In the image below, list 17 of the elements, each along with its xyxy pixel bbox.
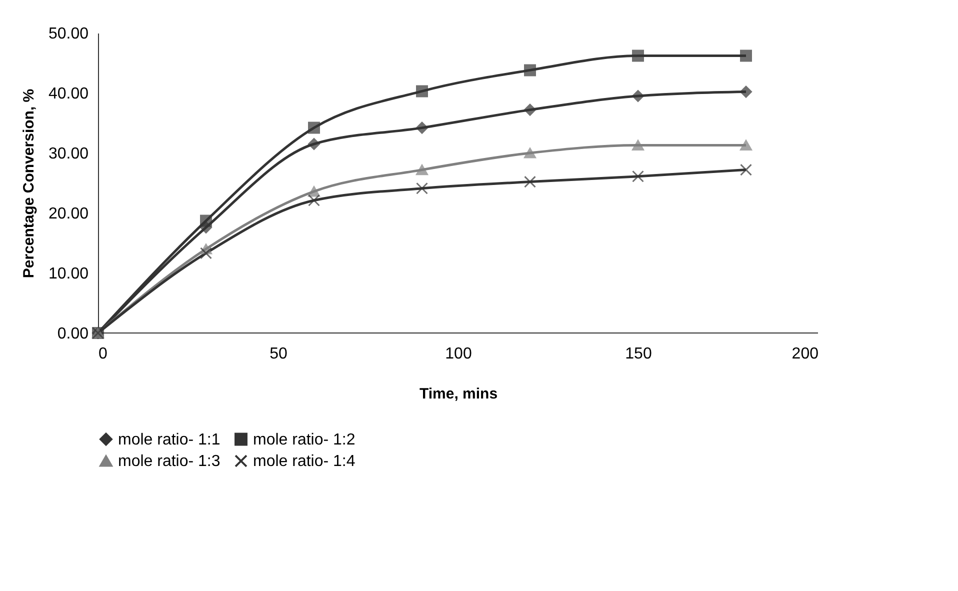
x-tick-label: 200: [792, 346, 819, 362]
x-tick-label: 150: [625, 346, 652, 362]
legend-label: mole ratio- 1:2: [253, 431, 356, 448]
y-axis-title: Percentage Conversion, %: [20, 88, 38, 278]
y-tick-label: 40.00: [48, 86, 89, 102]
y-tick-label: 0.00: [57, 326, 89, 342]
x-tick-label: 0: [98, 346, 108, 362]
y-tick-label: 10.00: [48, 266, 89, 282]
x-tick-label: 100: [445, 346, 472, 362]
legend-label: mole ratio- 1:1: [118, 431, 220, 448]
y-tick-label: 30.00: [48, 146, 89, 162]
x-tick-label: 50: [270, 346, 288, 362]
legend-label: mole ratio- 1:4: [253, 453, 356, 470]
x-axis-title: Time, mins: [419, 386, 498, 402]
y-tick-label: 50.00: [48, 26, 89, 42]
legend-label: mole ratio- 1:3: [118, 453, 220, 470]
y-tick-label: 20.00: [48, 206, 89, 222]
